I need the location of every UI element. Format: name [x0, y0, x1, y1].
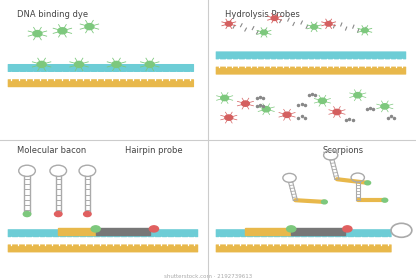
Text: DNA binding dye: DNA binding dye: [17, 10, 88, 19]
Circle shape: [225, 115, 233, 120]
Text: Scorpions: Scorpions: [322, 146, 364, 155]
Circle shape: [325, 22, 332, 26]
FancyBboxPatch shape: [216, 67, 406, 75]
Circle shape: [145, 61, 154, 67]
Bar: [58, 227, 96, 235]
Circle shape: [354, 93, 362, 98]
Circle shape: [311, 25, 317, 29]
Circle shape: [260, 30, 267, 35]
Circle shape: [283, 112, 291, 117]
FancyBboxPatch shape: [216, 244, 392, 253]
Circle shape: [271, 16, 278, 20]
FancyBboxPatch shape: [7, 244, 198, 253]
Text: Hairpin probe: Hairpin probe: [125, 146, 183, 155]
FancyBboxPatch shape: [7, 64, 194, 72]
Circle shape: [54, 212, 62, 217]
Circle shape: [221, 95, 228, 101]
Circle shape: [37, 61, 46, 67]
Bar: [291, 227, 345, 235]
Circle shape: [33, 31, 42, 37]
Circle shape: [365, 181, 371, 185]
Circle shape: [112, 61, 121, 67]
Circle shape: [333, 109, 341, 115]
FancyBboxPatch shape: [216, 229, 392, 237]
Circle shape: [242, 101, 249, 106]
Circle shape: [287, 226, 296, 232]
Circle shape: [322, 200, 327, 204]
Circle shape: [343, 226, 352, 232]
Circle shape: [84, 212, 91, 217]
Text: Hydrolysis Probes: Hydrolysis Probes: [225, 10, 300, 19]
Circle shape: [58, 28, 67, 34]
FancyBboxPatch shape: [216, 52, 406, 59]
Circle shape: [85, 24, 94, 30]
Circle shape: [382, 198, 388, 202]
Circle shape: [91, 226, 100, 232]
Circle shape: [149, 226, 158, 232]
Circle shape: [225, 22, 232, 26]
Text: shutterstock.com · 2192739613: shutterstock.com · 2192739613: [164, 274, 252, 279]
Bar: [96, 227, 150, 235]
FancyBboxPatch shape: [7, 79, 194, 87]
Circle shape: [381, 104, 389, 109]
Circle shape: [23, 212, 31, 217]
Text: Molecular bacon: Molecular bacon: [17, 146, 86, 155]
FancyBboxPatch shape: [7, 229, 198, 237]
Bar: [245, 227, 291, 235]
Circle shape: [74, 61, 84, 67]
Circle shape: [362, 28, 368, 32]
Circle shape: [319, 98, 326, 103]
Circle shape: [262, 107, 270, 112]
